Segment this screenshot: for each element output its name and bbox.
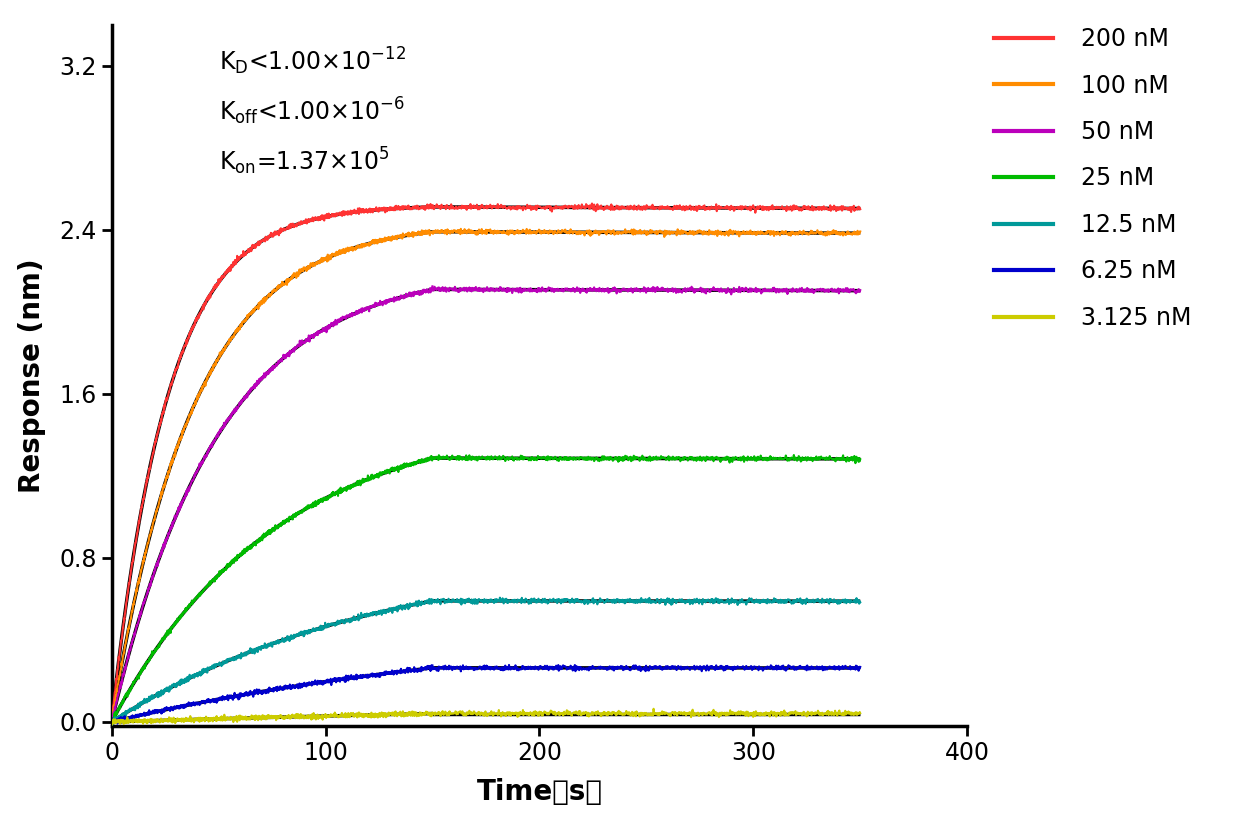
Text: K$_{\mathrm{D}}$<1.00×10$^{-12}$
K$_{\mathrm{off}}$<1.00×10$^{-6}$
K$_{\mathrm{o: K$_{\mathrm{D}}$<1.00×10$^{-12}$ K$_{\ma… — [218, 45, 405, 177]
Y-axis label: Response (nm): Response (nm) — [17, 258, 46, 493]
Legend: 200 nM, 100 nM, 50 nM, 25 nM, 12.5 nM, 6.25 nM, 3.125 nM: 200 nM, 100 nM, 50 nM, 25 nM, 12.5 nM, 6… — [985, 17, 1200, 339]
X-axis label: Time（s）: Time（s） — [476, 779, 603, 807]
